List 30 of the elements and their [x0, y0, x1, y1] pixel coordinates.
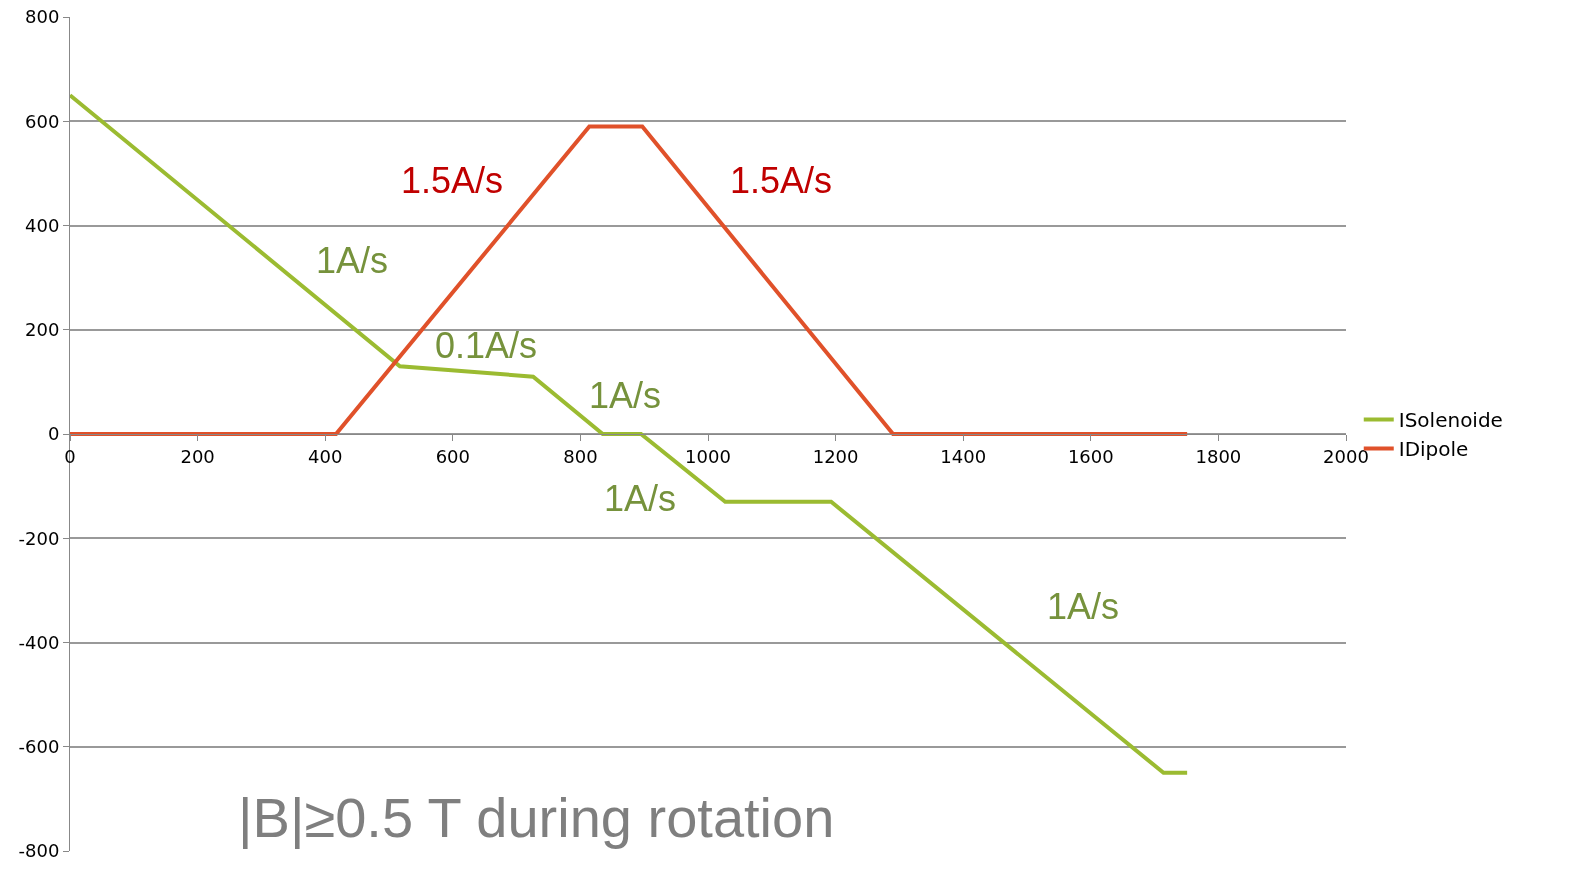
y-tick-label: -800	[18, 840, 60, 862]
x-tick-label: 1000	[685, 445, 731, 467]
y-tick-label: 800	[25, 6, 60, 28]
x-tick-label: 800	[563, 445, 598, 467]
y-tick-label: 200	[25, 319, 60, 341]
annotation: 1.5A/s	[401, 160, 504, 201]
x-tick-label: 1400	[940, 445, 987, 467]
y-tick-label: -200	[18, 527, 60, 549]
x-tick-label: 400	[308, 445, 343, 467]
annotation: 1A/s	[589, 375, 662, 416]
annotation: 0.1A/s	[435, 325, 538, 366]
annotation: 1A/s	[604, 478, 677, 519]
annotation: |B|≥0.5 T during rotation	[238, 786, 835, 849]
x-tick-label: 1600	[1067, 445, 1114, 467]
annotation: 1A/s	[1047, 586, 1120, 627]
x-tick-label: 1200	[812, 445, 859, 467]
legend-label: ISolenoide	[1398, 408, 1503, 433]
annotation: 1.5A/s	[730, 160, 833, 201]
legend-label: IDipole	[1398, 437, 1469, 462]
x-tick-label: 600	[435, 445, 470, 467]
y-tick-label: -600	[18, 736, 60, 758]
x-tick-label: 200	[180, 445, 215, 467]
y-tick-label: 0	[47, 423, 60, 445]
y-tick-label: 400	[25, 214, 60, 236]
x-tick-label: 0	[64, 445, 76, 467]
y-tick-label: 600	[25, 110, 60, 132]
y-tick-label: -400	[18, 631, 60, 653]
x-tick-label: 1800	[1195, 445, 1242, 467]
x-tick-label: 2000	[1323, 445, 1369, 467]
annotation: 1A/s	[316, 240, 389, 281]
